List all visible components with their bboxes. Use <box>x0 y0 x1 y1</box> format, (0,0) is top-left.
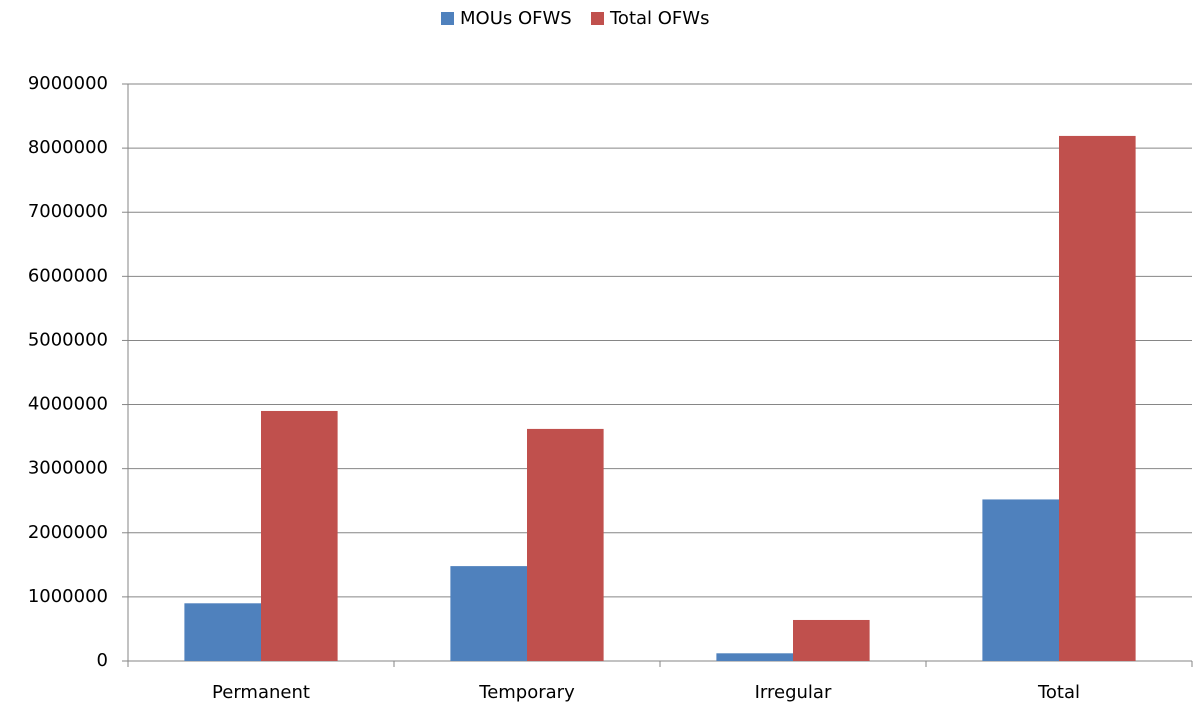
bar <box>184 603 261 661</box>
x-tick-label: Total <box>1037 682 1080 703</box>
x-tick-label: Irregular <box>755 682 832 703</box>
x-tick-label: Temporary <box>478 682 575 703</box>
bar <box>793 619 870 661</box>
y-tick-label: 1000000 <box>28 586 108 607</box>
y-tick-label: 3000000 <box>28 458 108 479</box>
legend-label: MOUs OFWS <box>460 8 572 29</box>
x-tick-label: Permanent <box>212 682 310 703</box>
bar <box>450 566 527 661</box>
legend-swatch <box>441 12 454 25</box>
y-tick-label: 9000000 <box>28 73 108 94</box>
bar <box>261 410 338 661</box>
bar <box>982 499 1059 661</box>
y-tick-label: 2000000 <box>28 522 108 543</box>
legend-swatch <box>591 12 604 25</box>
y-tick-label: 7000000 <box>28 201 108 222</box>
bar <box>716 653 793 661</box>
bar <box>1059 135 1136 661</box>
y-tick-label: 4000000 <box>28 394 108 415</box>
legend-label: Total OFWs <box>609 8 709 29</box>
y-tick-label: 8000000 <box>28 137 108 158</box>
bar <box>527 428 604 661</box>
y-tick-label: 6000000 <box>28 265 108 286</box>
y-tick-label: 5000000 <box>28 329 108 350</box>
y-tick-label: 0 <box>97 650 108 671</box>
